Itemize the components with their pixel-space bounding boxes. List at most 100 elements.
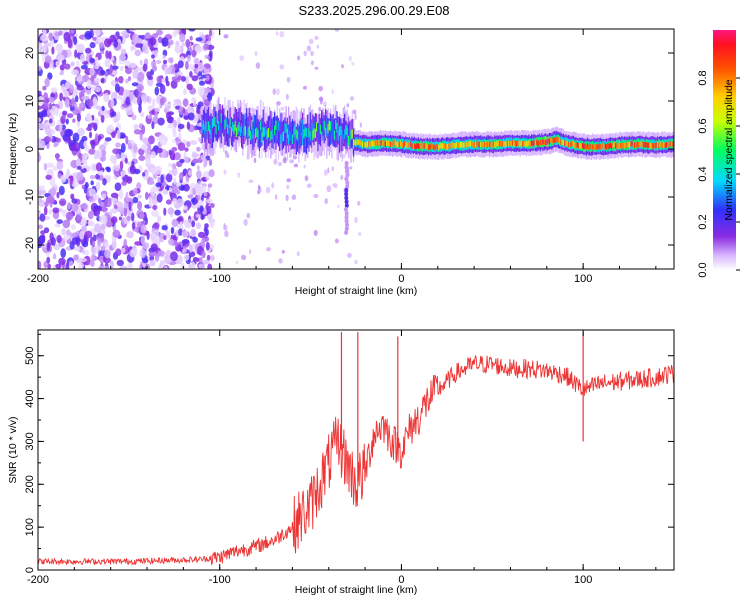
heatmap-cell xyxy=(204,79,212,85)
heatmap-cell xyxy=(79,257,88,263)
heatmap-cell xyxy=(38,117,42,123)
heatmap-cell xyxy=(670,142,673,148)
heatmap-cell xyxy=(56,234,62,244)
heatmap-cell xyxy=(142,63,148,72)
heatmap-cell xyxy=(344,210,349,216)
heatmap-cell xyxy=(47,195,55,204)
heatmap-cell xyxy=(71,179,79,188)
heatmap-cell xyxy=(100,245,106,252)
heatmap-cell xyxy=(154,165,162,175)
heatmap-cell xyxy=(148,135,155,145)
heatmap-cell xyxy=(213,125,215,143)
heatmap-cell xyxy=(326,185,332,193)
heatmap-cell xyxy=(299,126,301,137)
heatmap-cell xyxy=(188,251,196,257)
heatmap-cell xyxy=(168,162,173,167)
heatmap-cell xyxy=(403,141,406,147)
heatmap-cell xyxy=(133,88,140,98)
heatmap-cell xyxy=(557,137,559,143)
heatmap-cell xyxy=(177,123,185,129)
heatmap-cell xyxy=(279,64,285,70)
figure-title: S233.2025.296.00.29.E08 xyxy=(298,3,449,18)
heatmap-cell xyxy=(286,128,289,139)
heatmap-y-tick-label: 10 xyxy=(24,95,36,107)
heatmap-cell xyxy=(342,123,344,141)
heatmap-cell xyxy=(401,142,403,148)
heatmap-cell xyxy=(321,131,323,141)
colorbar-tick-label: 0.2 xyxy=(697,214,709,229)
heatmap-cell xyxy=(47,263,51,269)
heatmap-cell xyxy=(59,92,63,102)
heatmap-cell xyxy=(632,142,635,148)
heatmap-cell xyxy=(344,191,349,197)
heatmap-cell xyxy=(68,260,74,267)
heatmap-cell xyxy=(271,129,273,139)
heatmap-cell xyxy=(71,97,76,107)
heatmap-cell xyxy=(50,237,56,246)
snr-y-tick-label: 100 xyxy=(24,518,36,536)
heatmap-cell xyxy=(350,130,352,140)
heatmap-cell xyxy=(316,44,319,49)
heatmap-cell xyxy=(76,113,81,122)
heatmap-cell xyxy=(504,141,506,147)
heatmap-cell xyxy=(270,131,272,141)
heatmap-cell xyxy=(160,174,164,184)
heatmap-cell xyxy=(170,227,175,234)
heatmap-cell xyxy=(621,142,623,149)
heatmap-cell xyxy=(565,141,567,147)
heatmap-cell xyxy=(344,195,349,201)
heatmap-cell xyxy=(171,147,178,152)
heatmap-cell xyxy=(84,230,93,239)
heatmap-cell xyxy=(156,215,162,223)
heatmap-cell xyxy=(149,259,156,267)
heatmap-cell xyxy=(534,140,537,147)
heatmap-cell xyxy=(125,78,129,84)
heatmap-cell xyxy=(286,184,290,190)
heatmap-cell xyxy=(192,236,198,243)
heatmap-cell xyxy=(333,183,338,189)
heatmap-cell xyxy=(115,153,120,160)
heatmap-cell xyxy=(417,143,420,149)
heatmap-cell xyxy=(352,139,355,149)
heatmap-cell xyxy=(144,217,148,225)
heatmap-cell xyxy=(386,140,388,146)
heatmap-cell xyxy=(119,189,124,200)
heatmap-cell xyxy=(229,118,231,129)
heatmap-cell xyxy=(86,79,92,90)
heatmap-cell xyxy=(165,199,172,205)
heatmap-cell xyxy=(139,131,143,141)
heatmap-cell xyxy=(283,131,285,141)
heatmap-cell xyxy=(46,162,55,168)
heatmap-cell xyxy=(204,223,209,229)
heatmap-cell xyxy=(309,112,311,141)
heatmap-cell xyxy=(416,142,418,149)
heatmap-cell xyxy=(347,252,352,259)
heatmap-cell xyxy=(293,127,295,137)
heatmap-cell xyxy=(76,76,83,82)
heatmap-cell xyxy=(180,76,187,82)
heatmap-cell xyxy=(155,182,162,188)
heatmap-cell xyxy=(664,142,666,149)
heatmap-cell xyxy=(194,44,202,54)
heatmap-cell xyxy=(296,130,299,141)
heatmap-cell xyxy=(529,141,531,147)
snr-x-tick-label: -200 xyxy=(27,574,49,586)
heatmap-cell xyxy=(112,229,121,238)
heatmap-cell xyxy=(344,226,349,232)
heatmap-cell xyxy=(183,219,189,226)
heatmap-cell xyxy=(318,85,324,92)
heatmap-cell xyxy=(421,143,423,149)
heatmap-cell xyxy=(321,115,323,134)
heatmap-cell xyxy=(359,139,361,146)
heatmap-cell xyxy=(300,123,303,133)
heatmap-cell xyxy=(76,158,81,166)
heatmap-cell xyxy=(468,141,470,147)
heatmap-cell xyxy=(311,60,314,66)
heatmap-cell xyxy=(169,57,174,64)
heatmap-cell xyxy=(597,144,599,150)
heatmap-cell xyxy=(203,161,206,169)
heatmap-cell xyxy=(206,121,208,139)
heatmap-cell xyxy=(223,169,227,175)
heatmap-cell xyxy=(318,121,320,132)
heatmap-cell xyxy=(263,129,266,147)
